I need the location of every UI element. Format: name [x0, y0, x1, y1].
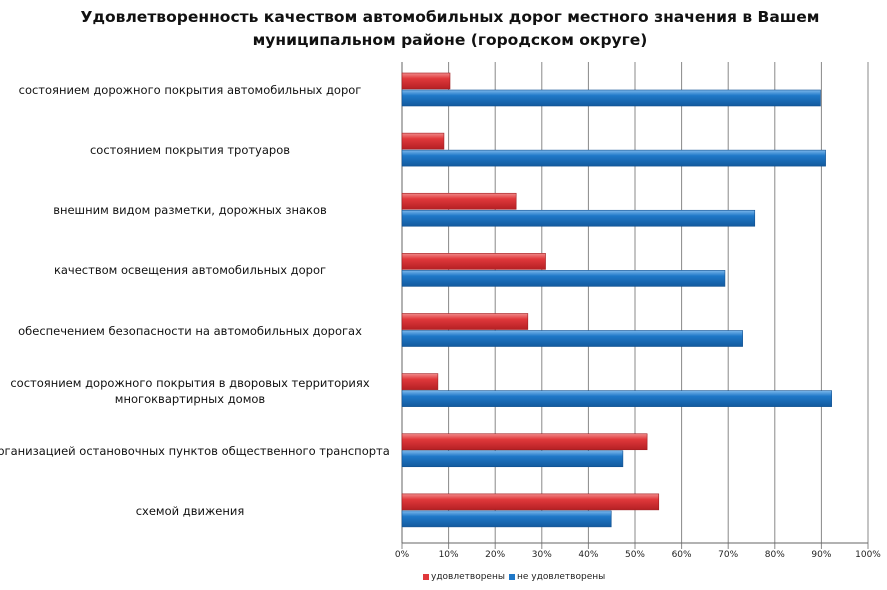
x-tick-label: 70%: [718, 550, 739, 560]
bar-satisfied: [401, 192, 517, 210]
category-label-line: схемой движения: [135, 503, 245, 518]
x-tick-label: 20%: [485, 550, 506, 560]
bar-satisfied: [401, 132, 445, 150]
category-label-line: многоквартирных домов: [114, 391, 266, 406]
x-tick-label: 30%: [531, 550, 552, 560]
x-tick-label: 80%: [764, 550, 785, 560]
x-tick-label: 100%: [855, 550, 881, 560]
category-label: схемой движения: [0, 503, 390, 519]
category-label-line: состоянием дорожного покрытия автомобиль…: [18, 83, 362, 97]
category-label: состоянием дорожного покрытия в дворовых…: [0, 375, 390, 407]
bar-not-satisfied: [401, 149, 826, 167]
category-label: организацией остановочных пунктов общест…: [0, 443, 390, 459]
bar-satisfied: [401, 72, 451, 90]
chart-title-line: муниципальном районе (городском округе): [252, 31, 648, 49]
bar-satisfied: [401, 433, 648, 451]
legend-swatch-red: [423, 574, 429, 580]
legend-swatch-blue: [509, 574, 515, 580]
x-tick-label: 90%: [811, 550, 832, 560]
category-label: обеспечением безопасности на автомобильн…: [0, 323, 390, 339]
category-label: качеством освещения автомобильных дорог: [0, 262, 390, 278]
bar-not-satisfied: [401, 209, 756, 227]
category-label-line: организацией остановочных пунктов общест…: [0, 443, 390, 458]
legend-item-not-satisfied: не удовлетворены: [509, 572, 605, 582]
bar-not-satisfied: [401, 270, 726, 287]
bar-not-satisfied: [401, 330, 743, 347]
legend-item-satisfied: удовлетворены: [423, 572, 505, 582]
category-label-line: обеспечением безопасности на автомобильн…: [18, 323, 362, 338]
x-tick-label: 40%: [578, 550, 599, 560]
bar-satisfied: [401, 313, 529, 330]
category-label-line: состоянием покрытия тротуаров: [89, 143, 291, 158]
bar-satisfied: [401, 253, 546, 270]
category-label: внешним видом разметки, дорожных знаков: [0, 202, 390, 218]
legend-label: удовлетворены: [431, 572, 505, 582]
legend-label: не удовлетворены: [517, 572, 606, 582]
bar-not-satisfied: [401, 450, 624, 468]
category-label-line: качеством освещения автомобильных дорог: [53, 263, 327, 278]
chart-title: Удовлетворенность качеством автомобильны…: [60, 6, 840, 52]
category-label-line: внешним видом разметки, дорожных знаков: [53, 203, 327, 218]
x-tick-label: 0%: [394, 550, 410, 560]
chart-title-line: Удовлетворенность качеством автомобильны…: [80, 8, 820, 26]
category-label-line: состоянием дорожного покрытия в дворовых…: [10, 375, 370, 390]
bar-satisfied: [401, 493, 660, 511]
x-tick-label: 10%: [438, 550, 459, 560]
x-tick-label: 50%: [624, 550, 645, 560]
bar-satisfied: [401, 373, 439, 390]
x-tick-label: 60%: [671, 550, 692, 560]
category-label: состоянием дорожного покрытия автомобиль…: [0, 82, 390, 98]
bar-not-satisfied: [401, 390, 832, 407]
bar-not-satisfied: [401, 89, 821, 107]
category-label: состоянием покрытия тротуаров: [0, 142, 390, 158]
bar-not-satisfied: [401, 510, 612, 528]
